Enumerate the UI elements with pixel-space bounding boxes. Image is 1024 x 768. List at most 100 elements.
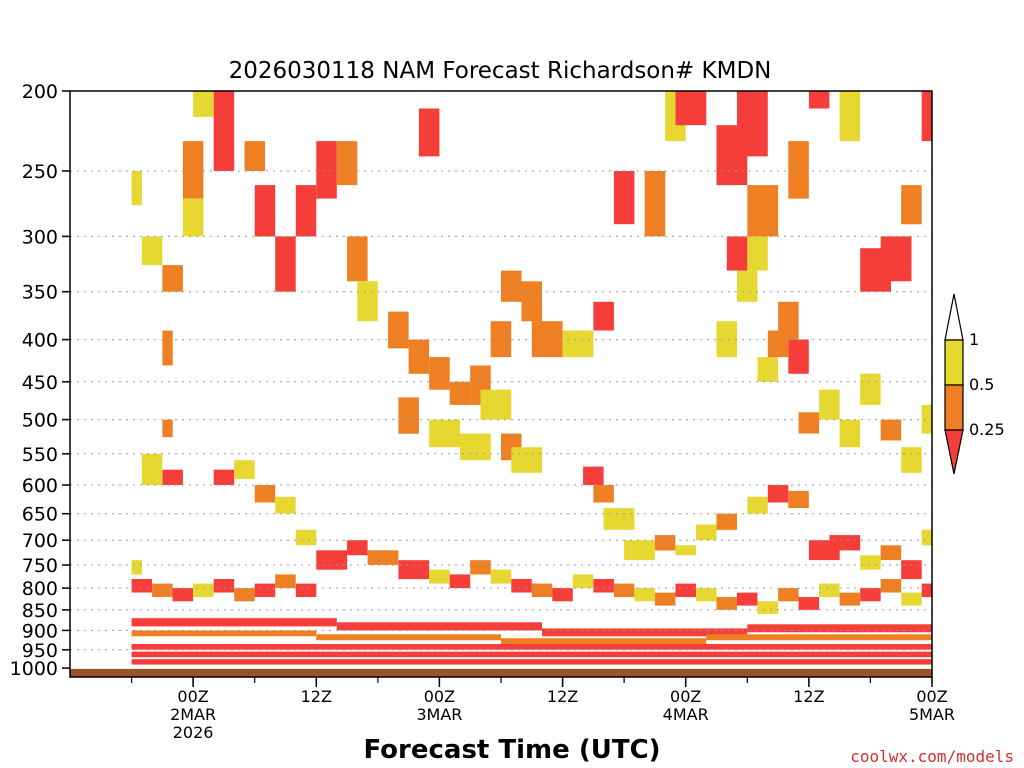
ri-cell [757, 357, 778, 382]
ri-cell [316, 550, 348, 570]
ri-cell [511, 579, 532, 593]
ri-cell [901, 560, 922, 580]
ri-cell [542, 628, 748, 637]
ri-cell [634, 588, 655, 602]
ri-cell [901, 592, 922, 606]
ri-cell [901, 447, 922, 473]
ri-cell [429, 357, 450, 390]
ri-cell [131, 579, 153, 593]
x-date-label: 3MAR [416, 705, 462, 724]
ri-cell [675, 91, 707, 126]
ri-cell [593, 301, 614, 331]
ri-cell [162, 469, 183, 485]
x-tick-label: 12Z [793, 687, 824, 706]
legend-label: 1 [969, 330, 979, 349]
ri-cell [275, 236, 296, 292]
x-year-label: 2026 [173, 723, 214, 742]
ri-cell [182, 198, 204, 237]
ri-cell [696, 524, 717, 541]
ri-cell [152, 583, 173, 597]
y-tick-label: 800 [22, 578, 58, 600]
ri-cell [131, 644, 932, 650]
x-tick-label: 00Z [424, 687, 455, 706]
ri-cell [572, 574, 594, 589]
y-tick-label: 450 [22, 372, 58, 394]
ri-cell [788, 141, 809, 199]
ri-cell [747, 624, 932, 633]
ri-cell [162, 265, 183, 292]
chart-title: 2026030118 NAM Forecast Richardson# KMDN [229, 58, 772, 84]
ri-cell [213, 469, 235, 485]
ri-cell [316, 141, 337, 199]
ri-cell [234, 588, 255, 602]
ri-cell [131, 560, 142, 575]
ri-cell [275, 496, 296, 514]
x-tick-label: 12Z [547, 687, 578, 706]
ri-cell [367, 550, 399, 565]
y-tick-label: 550 [22, 444, 58, 466]
ri-cell [131, 659, 932, 665]
x-tick-label: 12Z [301, 687, 332, 706]
ri-cell [347, 236, 368, 282]
y-tick-label: 650 [22, 504, 58, 526]
credit-link[interactable]: coolwx.com/models [850, 747, 1014, 766]
legend-swatch-mid [944, 384, 964, 431]
ri-cell [654, 592, 676, 606]
ri-cell [860, 588, 881, 602]
ri-cell [921, 529, 932, 546]
ri-cell [552, 588, 573, 602]
color-legend: 1 0.5 0.25 [944, 293, 1005, 475]
ri-cell [675, 583, 696, 597]
ri-cell [162, 419, 173, 438]
ri-cell [254, 583, 276, 597]
ri-cell [696, 588, 717, 602]
ri-cell [767, 330, 789, 358]
ri-cell [839, 91, 861, 142]
ri-cell [141, 236, 163, 266]
ri-cell [295, 529, 317, 546]
ri-cell [788, 490, 809, 509]
ri-cell [716, 597, 737, 610]
ri-cell [193, 583, 214, 597]
ri-cell [336, 141, 358, 186]
ri-cell [347, 540, 368, 556]
ri-cell [880, 579, 902, 593]
y-tick-label: 950 [22, 640, 58, 662]
ri-cell [767, 485, 789, 503]
ri-cell [829, 535, 861, 551]
ri-cell [603, 508, 635, 530]
ri-cell [654, 535, 676, 551]
y-tick-label: 750 [22, 555, 58, 577]
ri-cell [531, 583, 553, 597]
ri-cell [675, 545, 696, 556]
ri-cell [193, 91, 214, 117]
ri-cell [921, 404, 932, 434]
ri-cell [788, 339, 809, 374]
ri-cell [644, 171, 666, 237]
ri-cell [880, 236, 912, 282]
ri-cell [737, 592, 758, 606]
ri-cell [716, 513, 737, 530]
ri-cell [357, 281, 378, 322]
y-tick-label: 400 [22, 330, 58, 352]
ri-cell [449, 574, 471, 589]
ri-cell [880, 545, 902, 561]
ri-cell [254, 485, 276, 503]
ri-cell [429, 569, 450, 584]
ri-cell [131, 618, 337, 627]
y-tick-label: 600 [22, 475, 58, 497]
ri-cell [716, 321, 737, 358]
ri-cell [860, 373, 881, 405]
ri-cell [316, 634, 501, 641]
ri-cell [860, 555, 881, 570]
ri-cell [234, 460, 255, 479]
ri-cell [747, 496, 768, 514]
ri-cell [726, 236, 748, 271]
ri-cell [583, 466, 604, 485]
ri-cell [336, 622, 542, 631]
ri-cell [141, 453, 163, 485]
x-date-label: 4MAR [663, 705, 709, 724]
y-axis: 200 250 300 350 400 450 500 550 600 650 700 7508008… [10, 81, 70, 680]
ri-cell [131, 651, 932, 658]
